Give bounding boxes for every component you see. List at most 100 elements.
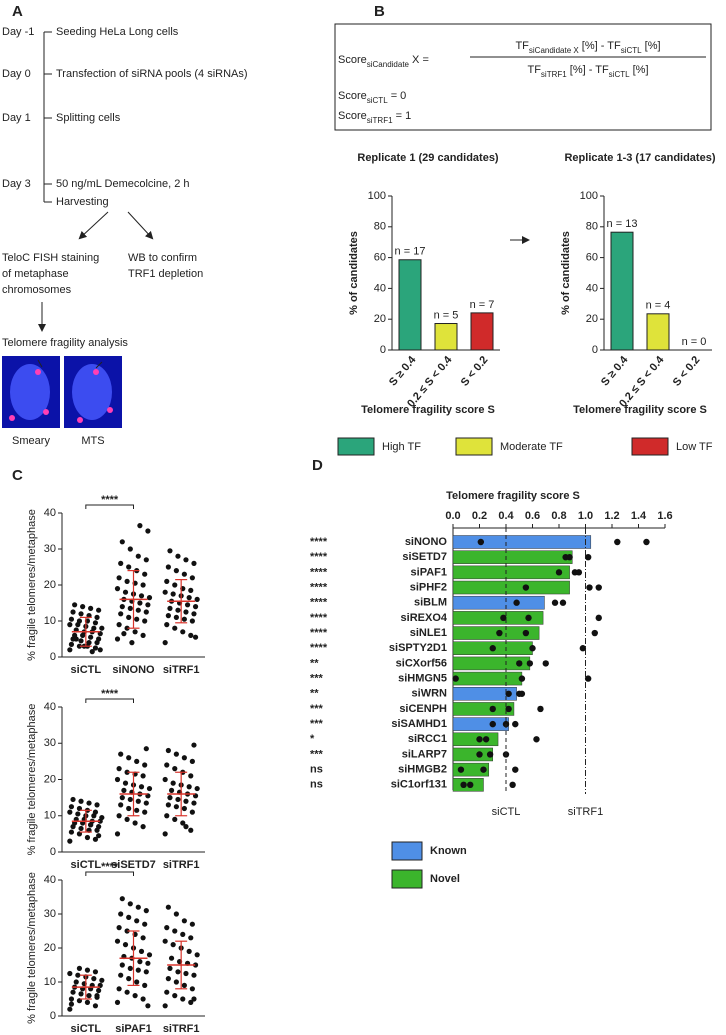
data-point (70, 796, 76, 803)
chart-title: Replicate 1-3 (17 candidates) (564, 152, 715, 164)
data-point (173, 979, 179, 985)
data-point (80, 604, 86, 610)
data-point (192, 634, 199, 640)
data-point (142, 762, 148, 768)
x-tick-label: siCTL (71, 1023, 102, 1035)
data-point (137, 600, 143, 606)
significance-label: *** (310, 748, 324, 760)
step: Transfection of siRNA pools (4 siRNAs) (56, 68, 248, 80)
category-label: siLARP7 (402, 748, 447, 760)
data-point (142, 809, 148, 815)
data-point (127, 965, 133, 972)
replicate-point (595, 614, 602, 622)
significance-label: **** (310, 551, 328, 563)
data-point (140, 773, 146, 779)
data-point (116, 925, 122, 931)
data-point (165, 613, 171, 619)
data-point (194, 785, 200, 792)
data-point (167, 548, 173, 554)
data-point (78, 638, 84, 644)
data-point (183, 557, 189, 563)
day-label: Day 3 (2, 178, 31, 190)
data-point (180, 820, 186, 826)
data-point (86, 640, 92, 646)
y-tick-label: 10 (44, 976, 56, 988)
data-point (68, 829, 75, 835)
y-tick-label: 0 (50, 651, 56, 663)
category-label: siBLM (414, 597, 447, 609)
image-caption: MTS (81, 435, 104, 447)
formula-text: TF (515, 40, 529, 52)
data-point (145, 1003, 151, 1009)
y-tick-label: 0 (592, 344, 598, 356)
significance-label: *** (310, 672, 324, 684)
data-point (192, 604, 199, 610)
bar (470, 312, 494, 351)
data-point (143, 800, 149, 806)
y-tick-label: 20 (586, 313, 598, 325)
replicate-point (489, 705, 496, 713)
data-point (96, 636, 102, 642)
x-tick-label: siTRF1 (163, 859, 200, 871)
replicate-point (452, 675, 459, 682)
data-point (181, 616, 187, 622)
branch-text: WB to confirm (128, 252, 197, 264)
data-point (173, 568, 179, 574)
step: Splitting cells (56, 112, 121, 124)
subscript: siCTL (609, 70, 630, 79)
data-point (189, 921, 195, 927)
data-point (183, 824, 189, 830)
data-point (164, 762, 170, 768)
data-point (75, 972, 81, 978)
data-point (162, 589, 168, 595)
data-point (124, 769, 130, 775)
data-point (142, 982, 148, 989)
significance-bracket (85, 504, 134, 509)
replicate-point (522, 584, 530, 591)
data-point (96, 833, 102, 839)
category-label: siPAF1 (411, 566, 447, 578)
y-tick-label: 100 (368, 190, 386, 202)
x-tick-label: 0.4 (498, 510, 514, 522)
data-point (92, 1003, 99, 1009)
significance-label: ** (310, 657, 319, 669)
data-point (135, 607, 141, 613)
bar (398, 259, 422, 351)
significance-bracket (85, 871, 134, 876)
category-label: siNLE1 (410, 627, 447, 639)
formula-text: [%] (630, 64, 649, 76)
significance-label: *** (310, 703, 324, 715)
y-tick-label: 30 (44, 737, 56, 749)
data-point (78, 611, 84, 617)
data-point (189, 758, 195, 764)
data-point (118, 972, 124, 978)
y-tick-label: 30 (44, 543, 56, 555)
data-point (84, 999, 91, 1006)
formula-text: = 1 (393, 110, 412, 122)
data-point (119, 604, 125, 610)
branch-text: of metaphase (2, 268, 69, 280)
x-tick-label: siTRF1 (163, 664, 200, 676)
data-point (145, 602, 151, 608)
data-point (137, 959, 143, 965)
count-label: n = 4 (646, 300, 671, 312)
significance-label: **** (101, 494, 119, 506)
data-point (114, 938, 121, 944)
data-point (70, 989, 76, 995)
y-tick-label: 20 (44, 579, 56, 591)
y-tick-label: 40 (374, 282, 386, 294)
category-label: siCXorf56 (396, 657, 447, 669)
data-point (116, 766, 122, 772)
data-point (67, 838, 73, 844)
data-point (175, 553, 181, 559)
x-tick-label: siCTL (71, 859, 102, 871)
data-point (165, 564, 171, 570)
y-tick-label: 20 (44, 942, 56, 954)
data-point (118, 911, 124, 917)
bar (452, 580, 570, 595)
data-point (124, 989, 130, 995)
data-point (96, 987, 102, 994)
data-point (75, 811, 81, 817)
data-point (67, 622, 73, 628)
